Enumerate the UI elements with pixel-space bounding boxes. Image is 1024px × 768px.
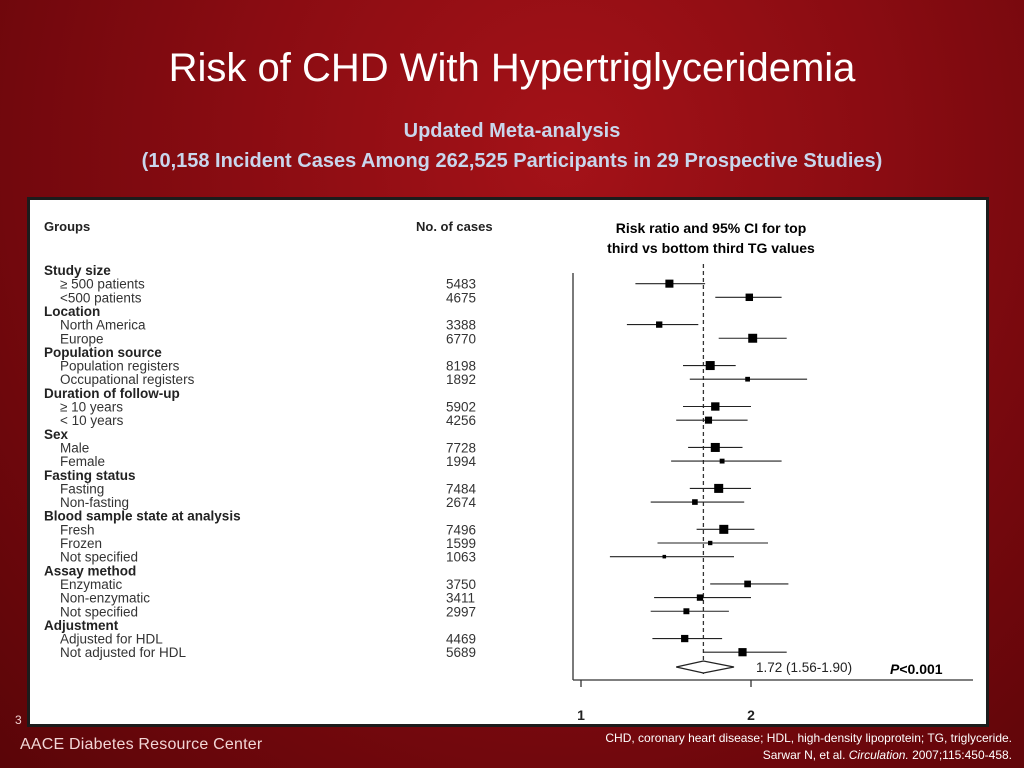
- case-count: 5689: [446, 645, 476, 660]
- subgroup-heading: Location: [44, 304, 100, 319]
- effect-header-line1: Risk ratio and 95% CI for top: [616, 220, 807, 236]
- subgroup-label: ≥ 10 years: [60, 400, 123, 415]
- case-count: 1994: [446, 454, 477, 469]
- point-estimate-square: [748, 333, 758, 343]
- case-count: 3750: [446, 577, 476, 592]
- case-count: 5483: [446, 277, 476, 292]
- point-estimate-square: [665, 279, 674, 288]
- footnote-abbreviations: CHD, coronary heart disease; HDL, high-d…: [605, 731, 1012, 745]
- forest-plot-panel: Groups No. of cases Risk ratio and 95% CI …: [27, 197, 989, 727]
- point-estimate-square: [692, 499, 698, 505]
- subgroup-heading: Assay method: [44, 563, 136, 578]
- point-estimate-square: [656, 321, 663, 328]
- point-estimate-square: [711, 402, 720, 411]
- groups-header: Groups: [44, 219, 90, 234]
- x-tick-label: 1: [577, 707, 585, 723]
- case-count: 1063: [446, 550, 476, 565]
- subgroup-label: Male: [60, 440, 89, 455]
- pooled-estimate-label: 1.72 (1.56-1.90): [756, 660, 852, 675]
- slide-subtitle: Updated Meta-analysis: [403, 120, 621, 142]
- case-count: 5902: [446, 400, 476, 415]
- point-estimate-square: [719, 524, 729, 534]
- point-estimate-square: [738, 648, 747, 657]
- p-value-number: <0.001: [899, 661, 942, 677]
- case-count: 4469: [446, 632, 476, 647]
- point-estimate-square: [710, 442, 720, 452]
- slide-number: 3: [15, 713, 22, 727]
- point-estimate-square: [714, 483, 724, 493]
- case-count: 3388: [446, 318, 476, 333]
- point-estimate-square: [681, 634, 689, 643]
- subgroup-label: ≥ 500 patients: [60, 277, 145, 292]
- subgroup-label: Europe: [60, 331, 104, 346]
- subgroup-label: Frozen: [60, 536, 102, 551]
- subgroup-label: Adjusted for HDL: [60, 632, 163, 647]
- subgroup-heading: Duration of follow-up: [44, 386, 180, 401]
- p-value-label: P<0.001: [890, 661, 943, 677]
- subgroup-label: Non-enzymatic: [60, 591, 150, 606]
- point-estimate-square: [745, 376, 750, 382]
- case-count: 7728: [446, 440, 476, 455]
- subgroup-heading: Blood sample state at analysis: [44, 509, 241, 524]
- case-count: 2674: [446, 495, 477, 510]
- forest-plot: Groups No. of cases Risk ratio and 95% CI …: [44, 219, 973, 723]
- footer-logo: AACE Diabetes Resource Center: [20, 736, 263, 753]
- subgroup-label: <500 patients: [60, 290, 142, 305]
- point-estimate-square: [705, 361, 715, 371]
- case-count: 3411: [446, 591, 475, 606]
- subgroup-label: Female: [60, 454, 105, 469]
- subgroup-heading: Fasting status: [44, 468, 136, 483]
- case-count: 6770: [446, 331, 476, 346]
- subgroup-label: Enzymatic: [60, 577, 123, 592]
- subgroup-label: Fasting: [60, 481, 104, 496]
- subgroup-label: Fresh: [60, 522, 95, 537]
- subgroup-label: North America: [60, 318, 146, 333]
- citation-details: 2007;115:450-458.: [908, 748, 1012, 762]
- p-value-symbol: P: [890, 661, 900, 677]
- case-count: 2997: [446, 604, 476, 619]
- point-estimate-square: [683, 608, 690, 615]
- effect-header-line2: third vs bottom third TG values: [607, 240, 815, 256]
- citation-journal: Circulation.: [848, 748, 909, 762]
- case-count: 8198: [446, 359, 476, 374]
- case-count: 7496: [446, 522, 476, 537]
- point-estimate-square: [704, 416, 713, 424]
- subgroup-label: Not adjusted for HDL: [60, 645, 187, 660]
- case-count: 7484: [446, 481, 477, 496]
- point-estimate-square: [662, 554, 667, 559]
- subgroup-label: Occupational registers: [60, 372, 195, 387]
- subgroup-heading: Study size: [44, 263, 111, 278]
- slide-title: Risk of CHD With Hypertriglyceridemia: [168, 46, 856, 90]
- subgroup-heading: Adjustment: [44, 618, 119, 633]
- cases-header: No. of cases: [416, 219, 493, 234]
- subgroup-label: Non-fasting: [60, 495, 129, 510]
- slide-subtitle-detail: (10,158 Incident Cases Among 262,525 Par…: [141, 150, 883, 172]
- point-estimate-square: [744, 580, 751, 588]
- pooled-estimate-diamond: [676, 660, 735, 674]
- subgroup-label: Not specified: [60, 604, 138, 619]
- subgroup-label: Population registers: [60, 359, 180, 374]
- subgroup-label: Not specified: [60, 550, 138, 565]
- point-estimate-square: [745, 293, 754, 302]
- case-count: 4256: [446, 413, 476, 428]
- point-estimate-square: [708, 540, 713, 546]
- point-estimate-square: [719, 458, 725, 464]
- point-estimate-square: [696, 594, 704, 601]
- subgroup-heading: Sex: [44, 427, 69, 442]
- case-count: 1599: [446, 536, 476, 551]
- case-count: 1892: [446, 372, 476, 387]
- case-count: 4675: [446, 290, 476, 305]
- subgroup-label: < 10 years: [60, 413, 124, 428]
- footnote-citation: Sarwar N, et al. Circulation. 2007;115:4…: [763, 748, 1012, 762]
- subgroup-heading: Population source: [44, 345, 162, 360]
- x-tick-label: 2: [747, 707, 755, 723]
- citation-authors: Sarwar N, et al.: [762, 748, 849, 762]
